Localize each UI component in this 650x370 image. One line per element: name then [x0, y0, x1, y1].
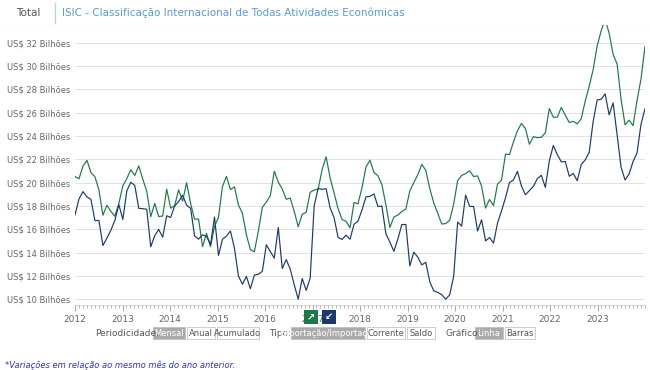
Bar — [153, 327, 185, 339]
Text: ↗: ↗ — [307, 312, 315, 322]
Text: Saldo: Saldo — [410, 329, 433, 337]
Text: *Variações em relação ao mesmo mês do ano anterior.: *Variações em relação ao mesmo mês do an… — [5, 360, 235, 370]
Text: Acumulado: Acumulado — [214, 329, 261, 337]
Bar — [475, 327, 503, 339]
Bar — [304, 310, 318, 324]
Text: Anual: Anual — [189, 329, 213, 337]
Bar — [187, 327, 215, 339]
Bar — [505, 327, 535, 339]
Text: Mensal: Mensal — [154, 329, 184, 337]
Text: Corrente: Corrente — [367, 329, 404, 337]
Text: ↙: ↙ — [325, 312, 333, 322]
Bar — [367, 327, 405, 339]
Text: Total: Total — [16, 7, 40, 17]
Text: Linha: Linha — [478, 329, 500, 337]
Text: Periodicidade:: Periodicidade: — [95, 329, 159, 337]
Text: Tipo:: Tipo: — [269, 329, 291, 337]
Bar — [322, 310, 336, 324]
Text: Exportação/Importação: Exportação/Importação — [279, 329, 377, 337]
Bar — [217, 327, 259, 339]
Bar — [407, 327, 435, 339]
Text: ISIC - Classificação Internacional de Todas Atividades Econômicas: ISIC - Classificação Internacional de To… — [62, 7, 404, 18]
Bar — [291, 327, 365, 339]
Text: Barras: Barras — [506, 329, 534, 337]
Text: Gráfico:: Gráfico: — [445, 329, 480, 337]
